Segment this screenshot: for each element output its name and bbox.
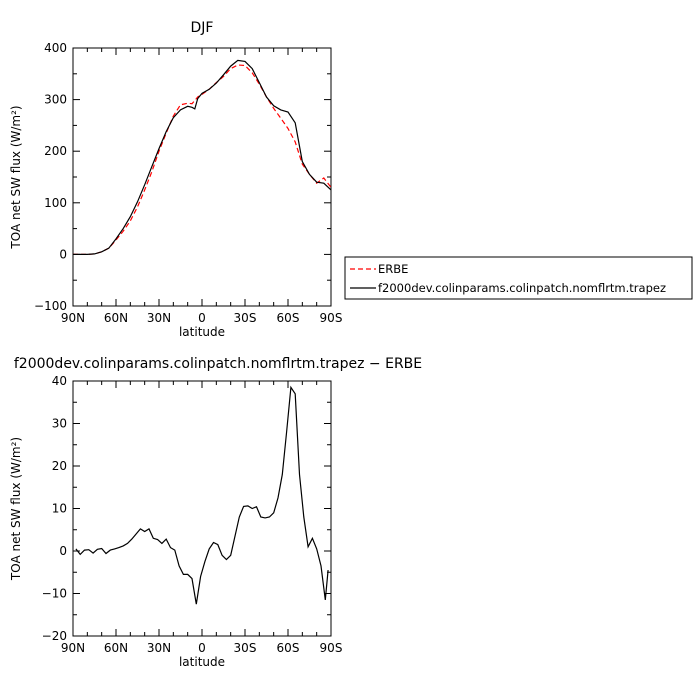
y-tick-label: 10 bbox=[52, 502, 67, 516]
x-axis-label: latitude bbox=[179, 655, 225, 669]
y-tick-label: −20 bbox=[42, 629, 67, 643]
legend-box bbox=[344, 256, 693, 300]
x-tick-label: 90N bbox=[61, 311, 85, 325]
y-tick-label: 20 bbox=[52, 459, 67, 473]
y-tick-label: 100 bbox=[44, 196, 67, 210]
chart-panel-1: 90N 60N 30N 0 30S 60S 90S −100 0 100 200 300 400 DJF l… bbox=[9, 20, 693, 339]
plot-frame bbox=[72, 47, 332, 307]
y-tick-label: 200 bbox=[44, 144, 67, 158]
y-tick-label: −100 bbox=[34, 299, 67, 313]
y-tick-label: 30 bbox=[52, 417, 67, 431]
x-tick-label: 90N bbox=[61, 641, 85, 655]
x-tick-label: 90S bbox=[320, 641, 343, 655]
y-tick-label: −10 bbox=[42, 587, 67, 601]
series-line-2 bbox=[73, 59, 331, 255]
x-tick-label: 60N bbox=[104, 311, 128, 325]
y-tick-label: 0 bbox=[59, 544, 67, 558]
x-tick-label: 60N bbox=[104, 641, 128, 655]
y-tick-label: 0 bbox=[59, 247, 67, 261]
series-line-1 bbox=[73, 64, 331, 255]
x-tick-label: 30S bbox=[234, 311, 257, 325]
y-tick-label: 40 bbox=[52, 374, 67, 388]
x-tick-label: 0 bbox=[198, 311, 206, 325]
y-tick-label: 300 bbox=[44, 93, 67, 107]
x-tick-label: 0 bbox=[198, 641, 206, 655]
x-tick-label: 30N bbox=[147, 641, 171, 655]
legend: ERBE f2000dev.colinparams.colinpatch.nomf… bbox=[344, 256, 693, 300]
x-tick-label: 60S bbox=[277, 641, 300, 655]
chart-panel-2: 90N 60N 30N 0 30S 60S 90S −20 −10 0 10 20 30 40 f2000d… bbox=[9, 356, 422, 669]
legend-label-2: f2000dev.colinparams.colinpatch.nomflrtm… bbox=[378, 281, 666, 295]
y-tick-label: 400 bbox=[44, 41, 67, 55]
x-tick-label: 30S bbox=[234, 641, 257, 655]
chart-title: DJF bbox=[191, 20, 214, 36]
x-axis-label: latitude bbox=[179, 325, 225, 339]
chart-title: f2000dev.colinparams.colinpatch.nomflrtm… bbox=[14, 356, 422, 372]
x-tick-label: 30N bbox=[147, 311, 171, 325]
x-tick-label: 60S bbox=[277, 311, 300, 325]
y-axis-label: TOA net SW flux (W/m²) bbox=[9, 437, 23, 581]
y-axis-label: TOA net SW flux (W/m²) bbox=[9, 105, 23, 249]
legend-label-1: ERBE bbox=[378, 262, 408, 276]
x-tick-label: 90S bbox=[320, 311, 343, 325]
plot-frame bbox=[72, 380, 332, 637]
series-line-1 bbox=[75, 385, 329, 605]
